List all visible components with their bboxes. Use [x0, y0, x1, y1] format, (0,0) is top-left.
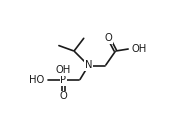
- Text: O: O: [105, 33, 113, 43]
- Text: N: N: [85, 61, 92, 70]
- Text: HO: HO: [29, 75, 44, 85]
- Text: O: O: [59, 91, 67, 101]
- Text: OH: OH: [56, 65, 71, 75]
- Text: P: P: [60, 75, 66, 85]
- Text: OH: OH: [131, 43, 147, 54]
